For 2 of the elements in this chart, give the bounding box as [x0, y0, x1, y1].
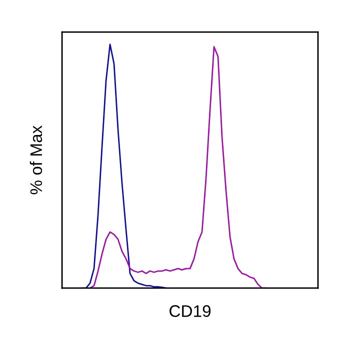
x-axis-title: CD19: [170, 305, 211, 317]
y-axis-title: % of Max: [30, 126, 42, 194]
